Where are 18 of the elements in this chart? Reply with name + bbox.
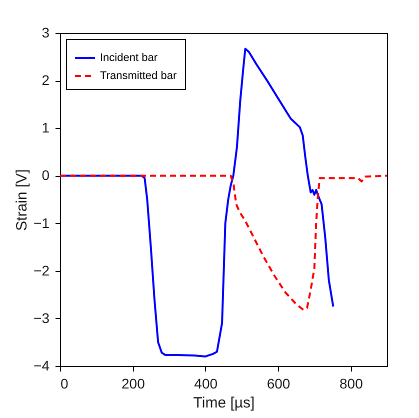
y-tick-label: −3	[34, 310, 50, 326]
x-tick-label: 800	[339, 376, 364, 392]
y-tick-label: 0	[42, 167, 50, 184]
y-tick-label: 3	[42, 24, 50, 40]
y-tick-label: −2	[34, 262, 50, 278]
x-tick-label: 600	[266, 376, 290, 392]
x-tick-label: 400	[194, 376, 218, 392]
x-tick-label: 200	[121, 376, 146, 392]
x-tick-label: 0	[60, 376, 68, 392]
y-tick-label: 2	[42, 72, 50, 88]
y-axis-title: Strain [V]	[14, 169, 31, 231]
legend-label: Incident bar	[100, 52, 158, 64]
y-tick-label: 1	[42, 120, 50, 136]
y-tick-label: −1	[34, 214, 50, 231]
x-axis-title: Time [µs]	[193, 394, 255, 412]
legend-label: Transmitted bar	[100, 70, 177, 82]
y-tick-label: −4	[34, 358, 50, 374]
line-series	[59, 174, 388, 311]
